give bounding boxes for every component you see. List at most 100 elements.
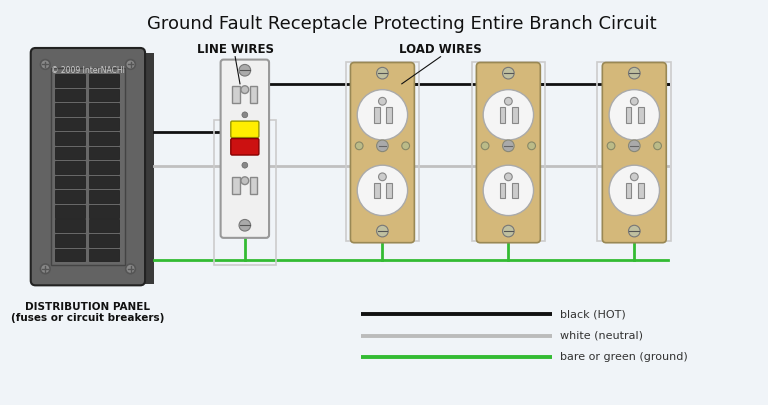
Bar bbox=[232, 86, 240, 103]
Text: bare or green (ground): bare or green (ground) bbox=[560, 352, 687, 362]
Bar bbox=[55, 161, 85, 174]
FancyBboxPatch shape bbox=[39, 277, 154, 284]
Bar bbox=[55, 132, 85, 145]
Bar bbox=[374, 107, 379, 123]
Circle shape bbox=[241, 177, 249, 185]
Bar bbox=[89, 103, 119, 116]
Bar bbox=[638, 107, 644, 123]
Circle shape bbox=[502, 225, 514, 237]
FancyBboxPatch shape bbox=[220, 60, 269, 238]
Bar bbox=[55, 190, 85, 203]
Text: white (neutral): white (neutral) bbox=[560, 331, 643, 341]
Circle shape bbox=[482, 142, 489, 150]
Bar bbox=[89, 118, 119, 130]
Circle shape bbox=[242, 162, 248, 168]
Circle shape bbox=[628, 225, 640, 237]
Circle shape bbox=[654, 142, 661, 150]
Circle shape bbox=[607, 142, 615, 150]
Bar bbox=[500, 183, 505, 198]
Text: LINE WIRES: LINE WIRES bbox=[197, 43, 273, 56]
FancyBboxPatch shape bbox=[231, 121, 259, 138]
Bar bbox=[55, 176, 85, 188]
Circle shape bbox=[505, 173, 512, 181]
Bar bbox=[55, 205, 85, 217]
Bar bbox=[89, 176, 119, 188]
Bar bbox=[55, 74, 85, 87]
Bar bbox=[55, 234, 85, 247]
Circle shape bbox=[241, 86, 249, 94]
Circle shape bbox=[502, 67, 514, 79]
Circle shape bbox=[41, 264, 50, 274]
Bar bbox=[89, 161, 119, 174]
Bar bbox=[89, 132, 119, 145]
Text: DISTRIBUTION PANEL
(fuses or circuit breakers): DISTRIBUTION PANEL (fuses or circuit bre… bbox=[12, 302, 164, 324]
Bar bbox=[250, 86, 257, 103]
Circle shape bbox=[357, 90, 408, 140]
Circle shape bbox=[126, 264, 135, 274]
Circle shape bbox=[126, 60, 135, 69]
FancyBboxPatch shape bbox=[476, 62, 541, 243]
Bar bbox=[500, 107, 505, 123]
Circle shape bbox=[609, 165, 660, 215]
FancyBboxPatch shape bbox=[31, 48, 145, 286]
Circle shape bbox=[356, 142, 363, 150]
Bar bbox=[386, 183, 392, 198]
Circle shape bbox=[502, 140, 514, 151]
Circle shape bbox=[41, 60, 50, 69]
Text: black (HOT): black (HOT) bbox=[560, 309, 625, 320]
Circle shape bbox=[379, 173, 386, 181]
Circle shape bbox=[376, 140, 388, 151]
Circle shape bbox=[505, 97, 512, 105]
FancyBboxPatch shape bbox=[231, 139, 259, 155]
Circle shape bbox=[239, 220, 250, 231]
Bar bbox=[55, 249, 85, 261]
Circle shape bbox=[379, 97, 386, 105]
FancyBboxPatch shape bbox=[141, 53, 154, 277]
Circle shape bbox=[631, 173, 638, 181]
Bar bbox=[386, 107, 392, 123]
Circle shape bbox=[376, 67, 388, 79]
Bar bbox=[512, 183, 518, 198]
Circle shape bbox=[239, 64, 250, 76]
Bar bbox=[55, 118, 85, 130]
Bar bbox=[89, 220, 119, 232]
Bar bbox=[89, 89, 119, 101]
Bar bbox=[232, 177, 240, 194]
Bar bbox=[55, 89, 85, 101]
Text: © 2009 InterNACHI: © 2009 InterNACHI bbox=[51, 66, 125, 75]
Bar bbox=[55, 147, 85, 160]
Bar bbox=[89, 234, 119, 247]
FancyBboxPatch shape bbox=[350, 62, 415, 243]
Bar bbox=[55, 103, 85, 116]
Bar bbox=[598, 62, 671, 241]
Bar bbox=[472, 62, 545, 241]
Circle shape bbox=[483, 165, 534, 215]
Bar bbox=[626, 107, 631, 123]
Bar bbox=[55, 220, 85, 232]
Bar bbox=[250, 177, 257, 194]
Bar bbox=[51, 68, 124, 265]
Circle shape bbox=[631, 97, 638, 105]
Bar bbox=[89, 205, 119, 217]
Circle shape bbox=[528, 142, 535, 150]
Bar bbox=[626, 183, 631, 198]
Circle shape bbox=[357, 165, 408, 215]
Bar bbox=[89, 190, 119, 203]
Circle shape bbox=[628, 140, 640, 151]
Circle shape bbox=[376, 225, 388, 237]
Bar bbox=[374, 183, 379, 198]
Bar bbox=[638, 183, 644, 198]
Bar bbox=[512, 107, 518, 123]
Bar bbox=[89, 249, 119, 261]
FancyBboxPatch shape bbox=[602, 62, 667, 243]
Bar bbox=[214, 119, 276, 265]
Circle shape bbox=[628, 67, 640, 79]
Text: LOAD WIRES: LOAD WIRES bbox=[399, 43, 482, 56]
Bar bbox=[346, 62, 419, 241]
Circle shape bbox=[483, 90, 534, 140]
Text: Ground Fault Receptacle Protecting Entire Branch Circuit: Ground Fault Receptacle Protecting Entir… bbox=[147, 15, 657, 33]
Bar bbox=[89, 147, 119, 160]
Bar bbox=[89, 74, 119, 87]
Circle shape bbox=[242, 112, 248, 118]
Circle shape bbox=[402, 142, 409, 150]
